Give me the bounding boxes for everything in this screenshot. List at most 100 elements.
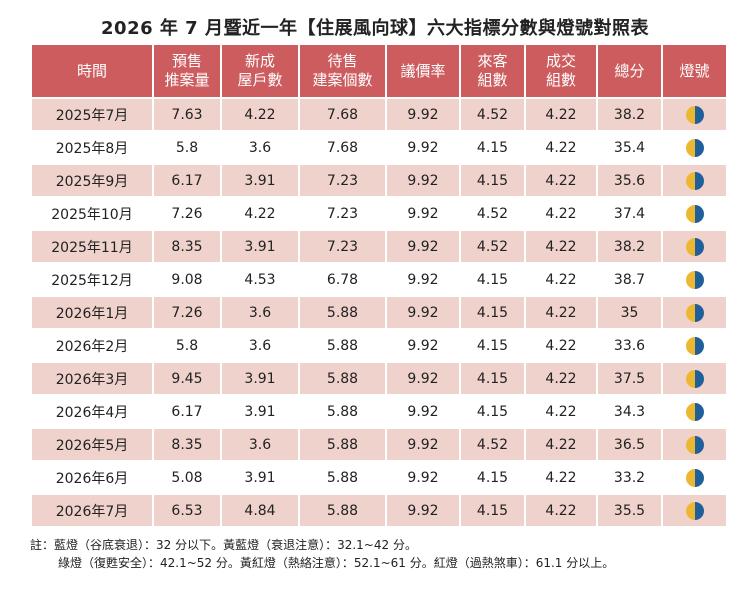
cell-newhome: 3.91 <box>222 462 298 493</box>
header-newhome-line1: 新成 <box>244 52 275 70</box>
table-row: 2025年9月 6.17 3.91 7.23 9.92 4.15 4.22 35.6 <box>32 165 726 196</box>
cell-visitors: 4.15 <box>461 495 524 526</box>
header-lamp: 燈號 <box>663 45 726 97</box>
yellow-blue-icon <box>685 105 704 124</box>
cell-period: 2025年11月 <box>32 231 152 262</box>
table-row: 2026年1月 7.26 3.6 5.88 9.92 4.15 4.22 35 <box>32 297 726 328</box>
cell-visitors: 4.52 <box>461 198 524 229</box>
yellow-blue-icon <box>685 303 704 322</box>
cell-deals: 4.22 <box>526 462 596 493</box>
table-body: 2025年7月 7.63 4.22 7.68 9.92 4.52 4.22 38.2 2025年… <box>32 99 726 526</box>
cell-presale: 7.26 <box>154 297 220 328</box>
cell-pending: 5.88 <box>300 330 385 361</box>
cell-bargain: 9.92 <box>387 396 459 427</box>
cell-lamp <box>663 132 726 163</box>
cell-presale: 8.35 <box>154 231 220 262</box>
cell-newhome: 3.6 <box>222 297 298 328</box>
cell-presale: 5.8 <box>154 330 220 361</box>
cell-presale: 9.08 <box>154 264 220 295</box>
cell-lamp <box>663 198 726 229</box>
cell-presale: 8.35 <box>154 429 220 460</box>
cell-deals: 4.22 <box>526 264 596 295</box>
cell-total: 36.5 <box>598 429 661 460</box>
cell-period: 2026年5月 <box>32 429 152 460</box>
cell-lamp <box>663 165 726 196</box>
header-visitors-line1: 來客 <box>477 52 508 70</box>
yellow-blue-icon <box>685 501 704 520</box>
cell-period: 2026年1月 <box>32 297 152 328</box>
header-bargain: 議價率 <box>387 45 459 97</box>
cell-visitors: 4.52 <box>461 99 524 130</box>
cell-period: 2025年9月 <box>32 165 152 196</box>
cell-period: 2025年10月 <box>32 198 152 229</box>
notes: 註：藍燈（谷底衰退）：32 分以下。黃藍燈（衰退注意）：32.1~42 分。 綠… <box>30 536 614 572</box>
cell-bargain: 9.92 <box>387 297 459 328</box>
cell-total: 34.3 <box>598 396 661 427</box>
cell-total: 33.2 <box>598 462 661 493</box>
header-pending-line1: 待售 <box>327 52 358 70</box>
cell-period: 2026年3月 <box>32 363 152 394</box>
table-row: 2025年12月 9.08 4.53 6.78 9.92 4.15 4.22 38.7 <box>32 264 726 295</box>
yellow-blue-icon <box>685 138 704 157</box>
cell-newhome: 4.53 <box>222 264 298 295</box>
cell-presale: 5.8 <box>154 132 220 163</box>
cell-bargain: 9.92 <box>387 231 459 262</box>
header-visitors-line2: 組數 <box>477 71 508 89</box>
cell-lamp <box>663 297 726 328</box>
header-deals-line1: 成交 <box>545 52 576 70</box>
header-presale: 預售 推案量 <box>154 45 220 97</box>
table-row: 2025年10月 7.26 4.22 7.23 9.92 4.52 4.22 37.4 <box>32 198 726 229</box>
cell-lamp <box>663 264 726 295</box>
table-row: 2026年6月 5.08 3.91 5.88 9.92 4.15 4.22 33.2 <box>32 462 726 493</box>
cell-deals: 4.22 <box>526 495 596 526</box>
cell-lamp <box>663 231 726 262</box>
cell-lamp <box>663 363 726 394</box>
header-pending-line2: 建案個數 <box>312 71 373 89</box>
cell-newhome: 3.91 <box>222 231 298 262</box>
cell-total: 38.2 <box>598 99 661 130</box>
cell-pending: 7.68 <box>300 132 385 163</box>
cell-visitors: 4.15 <box>461 363 524 394</box>
cell-visitors: 4.52 <box>461 231 524 262</box>
cell-pending: 5.88 <box>300 462 385 493</box>
table-title: 2026 年 7 月暨近一年【住展風向球】六大指標分數與燈號對照表 <box>101 18 649 39</box>
cell-pending: 7.23 <box>300 198 385 229</box>
cell-visitors: 4.15 <box>461 462 524 493</box>
cell-lamp <box>663 99 726 130</box>
cell-presale: 6.53 <box>154 495 220 526</box>
cell-period: 2026年6月 <box>32 462 152 493</box>
header-period: 時間 <box>32 45 152 97</box>
table-row: 2026年4月 6.17 3.91 5.88 9.92 4.15 4.22 34.3 <box>32 396 726 427</box>
cell-total: 35.4 <box>598 132 661 163</box>
cell-pending: 5.88 <box>300 495 385 526</box>
cell-deals: 4.22 <box>526 198 596 229</box>
cell-lamp <box>663 462 726 493</box>
cell-deals: 4.22 <box>526 231 596 262</box>
cell-period: 2026年2月 <box>32 330 152 361</box>
cell-newhome: 3.91 <box>222 363 298 394</box>
cell-deals: 4.22 <box>526 363 596 394</box>
cell-pending: 5.88 <box>300 429 385 460</box>
indicator-table: 時間 預售 推案量 新成 屋戶數 待售 建案個數 議價率 來客 組數 成交 組數 總分 燈… <box>30 43 728 528</box>
cell-period: 2025年8月 <box>32 132 152 163</box>
cell-total: 33.6 <box>598 330 661 361</box>
cell-visitors: 4.15 <box>461 330 524 361</box>
cell-period: 2025年12月 <box>32 264 152 295</box>
cell-bargain: 9.92 <box>387 264 459 295</box>
cell-bargain: 9.92 <box>387 462 459 493</box>
cell-pending: 5.88 <box>300 363 385 394</box>
yellow-blue-icon <box>685 237 704 256</box>
cell-newhome: 4.22 <box>222 99 298 130</box>
header-presale-line2: 推案量 <box>164 71 210 89</box>
table-row: 2026年7月 6.53 4.84 5.88 9.92 4.15 4.22 35.5 <box>32 495 726 526</box>
cell-bargain: 9.92 <box>387 198 459 229</box>
cell-newhome: 3.91 <box>222 396 298 427</box>
header-deals: 成交 組數 <box>526 45 596 97</box>
cell-lamp <box>663 396 726 427</box>
cell-pending: 5.88 <box>300 297 385 328</box>
cell-pending: 7.23 <box>300 165 385 196</box>
cell-total: 38.2 <box>598 231 661 262</box>
table-row: 2026年5月 8.35 3.6 5.88 9.92 4.52 4.22 36.5 <box>32 429 726 460</box>
cell-newhome: 3.6 <box>222 132 298 163</box>
